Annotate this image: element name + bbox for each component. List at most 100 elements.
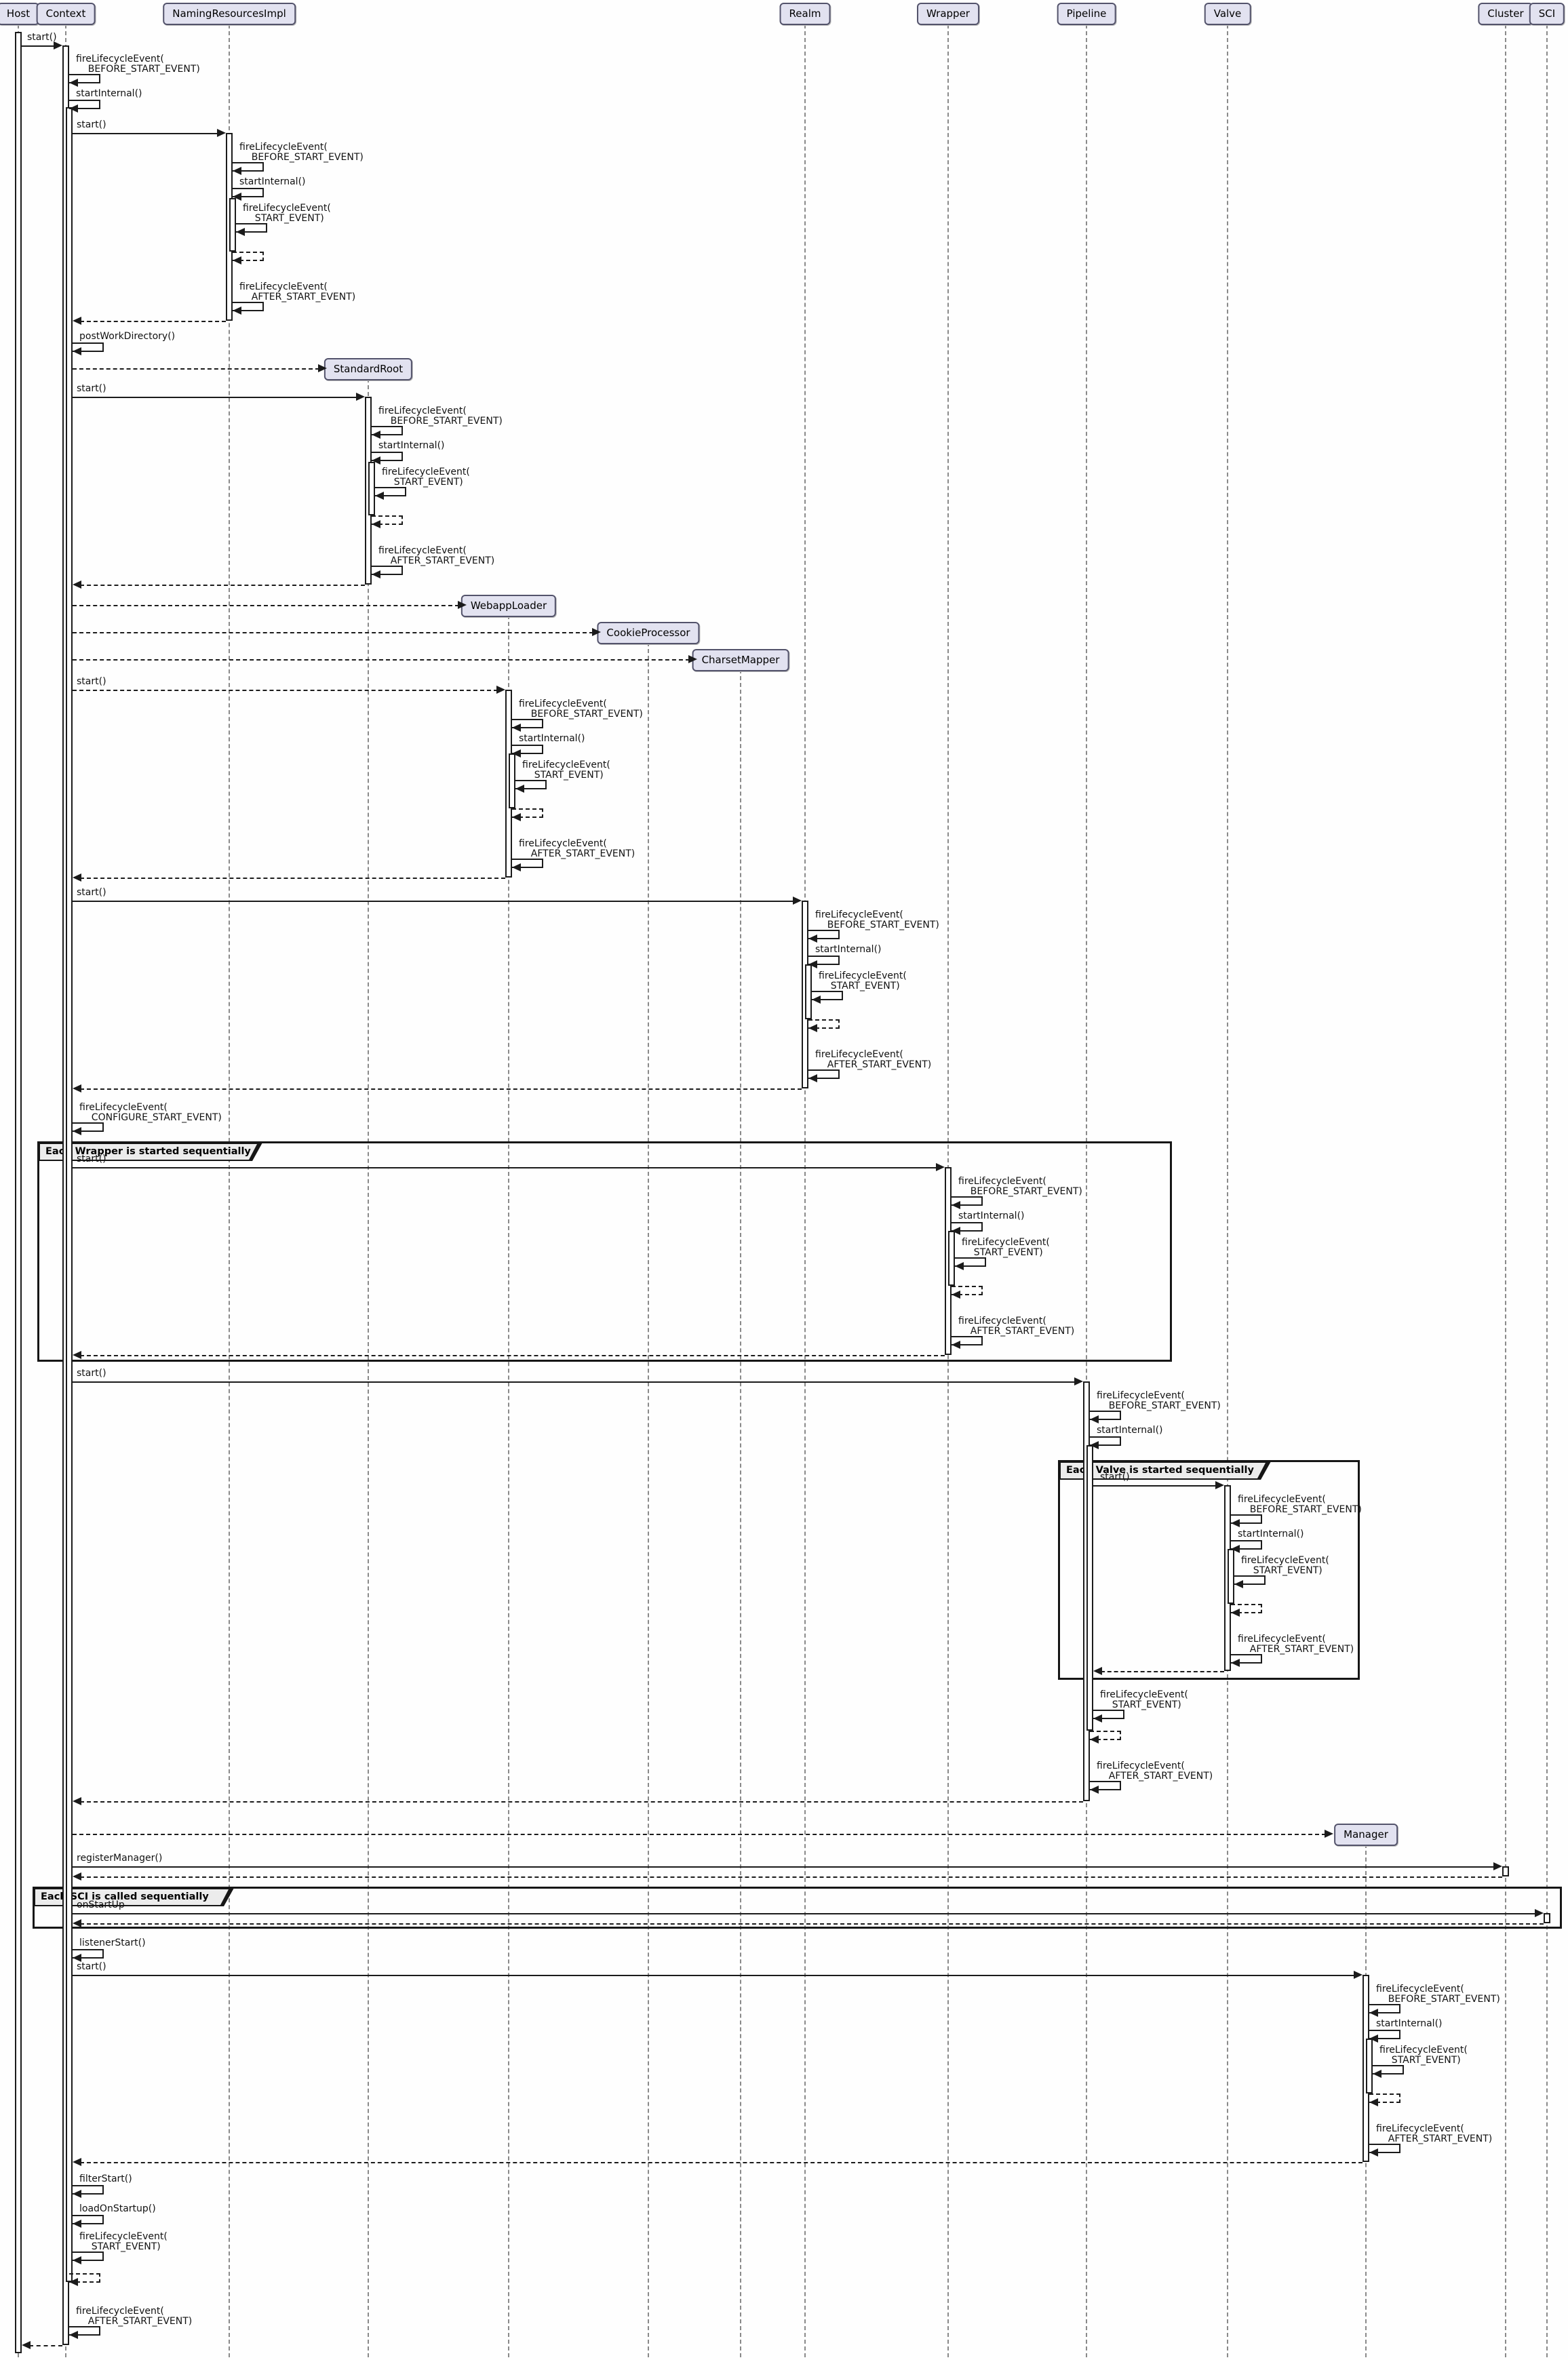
naming-fire-after-start-hook bbox=[233, 302, 264, 311]
context-filterstart-arrowhead bbox=[73, 2190, 81, 2198]
manager-startinternal-hook bbox=[1369, 2030, 1400, 2039]
pipeline-startinternal-return-arrowhead bbox=[1090, 1735, 1099, 1744]
standardroot-act-inner bbox=[368, 462, 375, 515]
start-context-naming-label: start() bbox=[77, 119, 106, 130]
manager-fire-after-start-hook bbox=[1369, 2144, 1400, 2153]
pipeline-fire-start-arrowhead bbox=[1093, 1714, 1102, 1723]
return-naming-context-line bbox=[80, 321, 226, 322]
valve-fire-after-start-label: fireLifecycleEvent( AFTER_START_EVENT) bbox=[1238, 1634, 1354, 1655]
webapploader-startinternal-return-hook bbox=[512, 808, 543, 818]
pipeline-fire-after-start-label: fireLifecycleEvent( AFTER_START_EVENT) bbox=[1097, 1761, 1213, 1782]
naming-fire-start-arrowhead bbox=[236, 228, 245, 236]
manager-startinternal-arrowhead bbox=[1369, 2034, 1378, 2043]
manager-fire-before-start-label: fireLifecycleEvent( BEFORE_START_EVENT) bbox=[1376, 1984, 1500, 2005]
create-charsetmapper-arrowhead bbox=[688, 655, 697, 663]
standardroot-fire-start-label: fireLifecycleEvent( START_EVENT) bbox=[382, 467, 470, 488]
manager-startinternal-return-arrowhead bbox=[1369, 2098, 1378, 2106]
valve-fire-before-start-label: fireLifecycleEvent( BEFORE_START_EVENT) bbox=[1238, 1494, 1362, 1515]
manager-fire-start-hook bbox=[1373, 2065, 1404, 2074]
context-listenerstart-hook bbox=[73, 1949, 104, 1959]
return-wrapper-context-line bbox=[80, 1355, 945, 1356]
participant-cookie-processor: CookieProcessor bbox=[597, 622, 700, 644]
wrapper-act-inner bbox=[948, 1231, 955, 1286]
frame-each-sci-label: Each SCI is called sequentially bbox=[35, 1889, 229, 1905]
webapploader-fire-before-start-hook bbox=[512, 719, 543, 728]
context-startinternal-label: startInternal() bbox=[76, 88, 142, 99]
lifeline-charset-mapper bbox=[740, 669, 741, 2357]
onstartup-context-sci-line bbox=[73, 1913, 1536, 1914]
context-postworkdirectory-hook bbox=[73, 342, 104, 352]
return-wrapper-context-arrowhead bbox=[73, 1351, 81, 1359]
naming-startinternal-arrowhead bbox=[233, 193, 241, 201]
valve-fire-start-arrowhead bbox=[1234, 1580, 1243, 1588]
realm-startinternal-hook bbox=[808, 956, 840, 965]
lifeline-webapp-loader bbox=[508, 615, 509, 2357]
participant-cluster: Cluster bbox=[1478, 3, 1533, 25]
wrapper-fire-after-start-arrowhead bbox=[952, 1341, 960, 1349]
standardroot-startinternal-return-hook bbox=[372, 515, 403, 525]
return-webapploader-context-line bbox=[80, 878, 505, 879]
standardroot-fire-before-start-arrowhead bbox=[372, 431, 380, 439]
realm-fire-after-start-hook bbox=[808, 1069, 840, 1079]
standardroot-fire-after-start-hook bbox=[372, 566, 403, 575]
frame-each-wrapper: Each Wrapper is started sequentially bbox=[37, 1141, 1172, 1362]
wrapper-startinternal-arrowhead bbox=[952, 1227, 960, 1235]
onstartup-context-sci-label: onStartUp bbox=[77, 1900, 125, 1910]
context-postworkdirectory-label: postWorkDirectory() bbox=[79, 331, 176, 342]
realm-act-inner bbox=[805, 964, 812, 1019]
valve-startinternal-return-hook bbox=[1231, 1604, 1262, 1613]
sci-act bbox=[1544, 1913, 1550, 1923]
realm-fire-before-start-hook bbox=[808, 930, 840, 939]
lifeline-cookie-processor bbox=[648, 642, 649, 2357]
realm-fire-after-start-label: fireLifecycleEvent( AFTER_START_EVENT) bbox=[815, 1049, 932, 1070]
context-fire-configure-start-hook bbox=[73, 1122, 104, 1132]
return-pipeline-context-arrowhead bbox=[73, 1797, 81, 1805]
webapploader-startinternal-hook bbox=[512, 745, 543, 754]
context-fire-configure-start-label: fireLifecycleEvent( CONFIGURE_START_EVEN… bbox=[79, 1102, 222, 1123]
lifeline-naming-resources bbox=[229, 24, 230, 2357]
pipeline-startinternal-hook bbox=[1090, 1436, 1121, 1446]
wrapper-fire-before-start-label: fireLifecycleEvent( BEFORE_START_EVENT) bbox=[958, 1176, 1082, 1197]
create-cookieprocessor-arrowhead bbox=[592, 628, 601, 636]
return-valve-pipeline-line bbox=[1101, 1671, 1224, 1672]
return-realm-context-line bbox=[80, 1088, 802, 1090]
context-fire-after-start-label: fireLifecycleEvent( AFTER_START_EVENT) bbox=[76, 2306, 193, 2327]
participant-pipeline: Pipeline bbox=[1057, 3, 1116, 25]
cluster-act bbox=[1502, 1866, 1509, 1876]
pipeline-fire-start-hook bbox=[1093, 1710, 1124, 1719]
return-pipeline-context-line bbox=[80, 1801, 1083, 1803]
naming-fire-before-start-hook bbox=[233, 162, 264, 172]
return-standardroot-context-arrowhead bbox=[73, 581, 81, 589]
context-listenerstart-arrowhead bbox=[73, 1954, 81, 1962]
start-context-standardroot-arrowhead bbox=[356, 393, 365, 401]
start-pipeline-valve-label: start() bbox=[1100, 1472, 1130, 1482]
valve-startinternal-arrowhead bbox=[1231, 1545, 1240, 1553]
context-act-inner bbox=[66, 107, 73, 2282]
context-fire-start-arrowhead bbox=[73, 2256, 81, 2264]
wrapper-fire-after-start-hook bbox=[952, 1336, 983, 1345]
realm-fire-before-start-arrowhead bbox=[808, 935, 817, 943]
webapploader-startinternal-label: startInternal() bbox=[519, 733, 585, 744]
start-context-webapploader-arrowhead bbox=[496, 686, 505, 694]
participant-sci: SCI bbox=[1529, 3, 1565, 25]
pipeline-act-inner bbox=[1086, 1445, 1093, 1731]
valve-startinternal-return-arrowhead bbox=[1231, 1609, 1240, 1617]
manager-act-inner bbox=[1366, 2039, 1373, 2093]
pipeline-fire-after-start-arrowhead bbox=[1090, 1786, 1099, 1794]
webapploader-fire-before-start-arrowhead bbox=[512, 724, 521, 732]
return-naming-context-arrowhead bbox=[73, 317, 81, 325]
wrapper-startinternal-label: startInternal() bbox=[958, 1211, 1025, 1221]
manager-fire-start-arrowhead bbox=[1373, 2070, 1381, 2078]
create-manager-line bbox=[73, 1834, 1326, 1835]
participant-valve: Valve bbox=[1204, 3, 1251, 25]
pipeline-startinternal-arrowhead bbox=[1090, 1441, 1099, 1449]
realm-startinternal-return-arrowhead bbox=[808, 1024, 817, 1032]
standardroot-startinternal-label: startInternal() bbox=[378, 440, 445, 451]
start-context-naming-line bbox=[73, 133, 218, 134]
webapploader-fire-after-start-hook bbox=[512, 859, 543, 868]
start-context-manager-arrowhead bbox=[1354, 1971, 1363, 1979]
context-loadonstartup-label: loadOnStartup() bbox=[79, 2203, 156, 2214]
context-fire-before-start-hook bbox=[69, 74, 100, 83]
manager-fire-before-start-hook bbox=[1369, 2004, 1400, 2013]
